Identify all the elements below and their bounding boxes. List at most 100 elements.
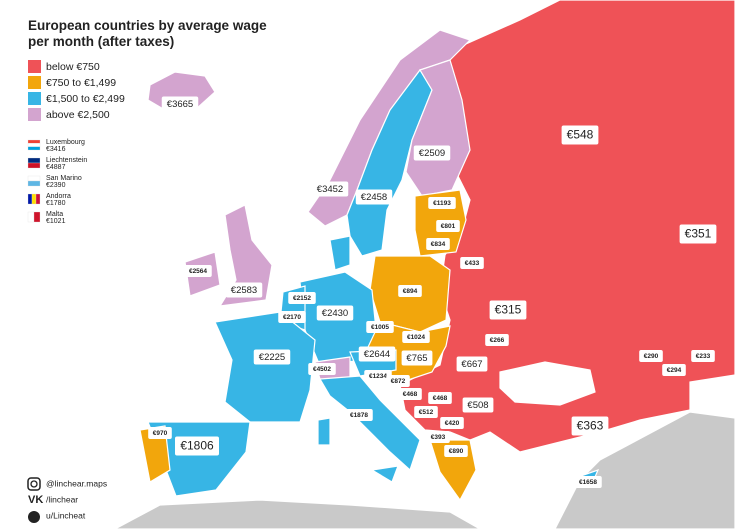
map-label: €894 [403,288,418,295]
legend-swatch [28,76,41,89]
flag [27,180,41,187]
map-label: €2564 [189,268,207,275]
flag [33,211,41,223]
small-state-value: €4887 [46,164,66,171]
map-label: €872 [391,378,406,385]
flag [27,157,41,164]
legend-swatch [28,108,41,121]
great-britain [218,204,273,307]
map-labels: €3665 €548 €2509 €3452 €2458 €1193 €801 €834 €35… [148,96,717,488]
map-label: €294 [667,367,682,374]
map-label: €2430 [322,308,348,319]
map-label: €1005 [371,324,389,331]
label-box [691,350,715,362]
label-box [574,476,602,488]
instagram-icon-lens [30,480,38,488]
map-label: €1878 [350,412,368,419]
label-box [402,331,430,343]
label-box [561,125,599,145]
title: European countries by average wage per mo… [28,18,267,49]
flag [27,175,41,182]
map-label: €890 [449,448,464,455]
legend-label: above €2,500 [46,109,110,121]
flag [27,146,41,151]
label-box [414,406,438,418]
reddit-icon [28,511,40,523]
small-state-name: Andorra [46,193,71,200]
label-box [460,257,484,269]
map-label: €468 [433,395,448,402]
flag [35,193,41,205]
map-label: €2509 [419,148,445,159]
label-box [364,370,392,382]
label-box [175,436,219,456]
label-box [679,224,717,244]
label-box [184,265,212,277]
label-box [366,321,394,333]
map-label: €801 [441,223,456,230]
sicily [370,465,399,483]
small-state-name: Luxembourg [46,139,85,146]
label-box [639,350,663,362]
label-box [428,392,452,404]
map-label: €3665 [167,99,193,110]
map-label: €4502 [313,366,331,373]
flag [27,139,41,144]
legend-swatch [28,92,41,105]
label-box [436,220,460,232]
flag [27,143,41,147]
legend-swatch [28,60,41,73]
flag [27,162,41,169]
label-box [571,416,609,436]
map-label: €468 [403,391,418,398]
legend: below €750 €750 to €1,499 €1,500 to €2,499… [28,60,125,121]
credits: VK @linchear.maps/linchear u/Lincheat [27,477,107,523]
label-box [386,375,410,387]
map-label: €2170 [283,314,301,321]
map-label: €2644 [364,349,390,360]
map-label: €834 [431,241,446,248]
label-box [426,238,450,250]
map-label: €508 [467,400,488,411]
label-box [358,346,396,362]
map-label: €393 [431,434,446,441]
label-box [311,181,349,197]
label-box [355,189,393,205]
label-box [401,350,433,366]
label-box [485,334,509,346]
label-box [161,96,199,112]
label-box [462,397,494,413]
map-label: €667 [461,359,482,370]
map-label: €433 [465,260,480,267]
legend-label: €1,500 to €2,499 [46,93,125,105]
label-box [444,445,468,457]
denmark [329,235,351,271]
flag [31,193,37,205]
map-label: €765 [406,353,427,364]
small-states: Luxembourg€3416 Liechtenstein€4887 San Mar… [27,139,87,225]
label-box [413,145,451,161]
map-label: €2583 [231,285,257,296]
italy [318,375,421,472]
map-label: €548 [567,128,594,142]
map-label: €1806 [180,439,214,453]
credit: @linchear.maps [46,478,107,488]
label-box [225,282,263,298]
credit: /linchear [46,494,78,504]
legend-label: €750 to €1,499 [46,77,116,89]
label-box [440,417,464,429]
small-state-value: €1021 [46,218,66,225]
small-state-value: €2390 [46,182,66,189]
small-state-value: €3416 [46,146,66,153]
legend-label: below €750 [46,61,100,73]
small-state-name: Liechtenstein [46,157,87,164]
label-box [278,311,306,323]
map-label: €363 [577,419,604,433]
africa [114,499,482,529]
label-box [428,197,456,209]
map-label: €3452 [317,184,343,195]
map-label: €1024 [407,334,425,341]
map-label: €266 [490,337,505,344]
map-label: €2225 [259,352,285,363]
